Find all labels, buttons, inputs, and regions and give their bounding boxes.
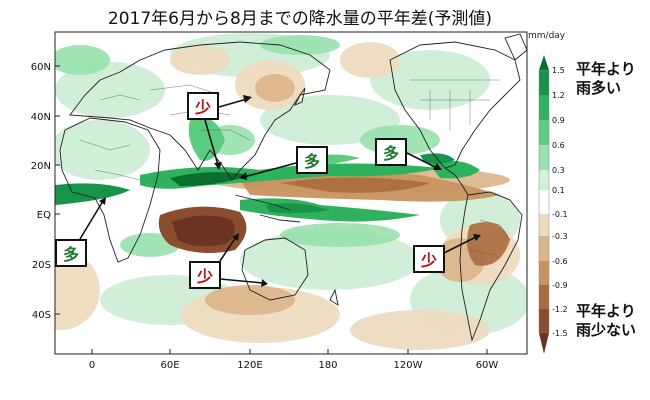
lat-label-40s: 40S xyxy=(32,310,51,321)
wet-legend: 平年より 雨多い xyxy=(576,60,636,98)
colorbar-segment xyxy=(539,145,549,170)
annotation-box-2: 多 xyxy=(296,146,328,174)
arrow-2 xyxy=(243,162,297,178)
annotation-label: 少 xyxy=(420,251,437,270)
arrow-5a xyxy=(219,236,237,262)
coastlines xyxy=(59,33,527,342)
arrow-3 xyxy=(406,152,438,169)
lon-label-180: 180 xyxy=(318,360,337,371)
annotation-label: 少 xyxy=(194,98,211,117)
colorbar-label: -0.9 xyxy=(552,281,568,290)
colorbar-top-triangle xyxy=(539,55,549,70)
colorbar-segment xyxy=(539,120,549,145)
annotation-label: 少 xyxy=(196,267,213,286)
colorbar-label: 0.9 xyxy=(552,116,565,125)
anomaly-field xyxy=(55,33,527,350)
lat-label-20s: 20S xyxy=(32,260,51,271)
colorbar-label: 0.6 xyxy=(552,141,565,150)
annotation-arrows xyxy=(79,98,477,284)
arrow-4 xyxy=(79,200,104,240)
colorbar xyxy=(538,55,550,354)
lon-axis: 0 60E 120E 180 120W 60W xyxy=(89,360,499,371)
colorbar-label: 0.3 xyxy=(552,166,565,175)
colorbar-segment xyxy=(539,95,549,120)
borders xyxy=(79,79,511,256)
dry-legend-line1: 平年より xyxy=(576,302,636,320)
dry-legend: 平年より 雨少ない xyxy=(576,302,636,340)
colorbar-segment-neutral xyxy=(539,190,549,214)
lat-label-60n: 60N xyxy=(31,62,51,73)
wet-legend-line2: 雨多い xyxy=(576,79,622,97)
annotation-box-4: 多 xyxy=(55,239,87,267)
colorbar-label: 1.5 xyxy=(552,66,565,75)
map-frame xyxy=(54,31,528,355)
annotation-label: 多 xyxy=(63,245,79,264)
lon-label-60e: 60E xyxy=(160,360,179,371)
arrow-6 xyxy=(443,236,477,254)
lon-label-120w: 120W xyxy=(394,360,423,371)
colorbar-bottom-triangle xyxy=(539,333,549,354)
lon-label-60w: 60W xyxy=(476,360,499,371)
annotation-box-6: 少 xyxy=(413,245,445,273)
colorbar-labels: 1.5 1.2 0.9 0.6 0.3 0.1 -0.1 -0.3 -0.6 -… xyxy=(552,66,568,338)
colorbar-label: -1.5 xyxy=(552,329,568,338)
colorbar-label: -1.2 xyxy=(552,305,568,314)
colorbar-unit: mm/day xyxy=(528,31,566,41)
arrow-1a xyxy=(218,98,248,108)
annotation-box-1: 少 xyxy=(187,92,219,120)
map-title: 2017年6月から8月までの降水量の平年差(予測値) xyxy=(107,9,493,29)
colorbar-segment xyxy=(539,261,549,285)
colorbar-label: 1.2 xyxy=(552,91,565,100)
lon-label-0: 0 xyxy=(89,360,95,371)
colorbar-segment xyxy=(539,70,549,95)
colorbar-segment xyxy=(539,285,549,309)
dry-legend-line2: 雨少ない xyxy=(576,321,637,339)
annotation-box-5: 少 xyxy=(189,261,221,289)
arrow-1b xyxy=(204,119,219,166)
wet-legend-line1: 平年より xyxy=(576,60,636,78)
axis-ticks xyxy=(55,65,488,354)
lat-label-20n: 20N xyxy=(31,161,51,172)
colorbar-label: -0.6 xyxy=(552,257,568,266)
colorbar-label: -0.1 xyxy=(552,210,568,219)
colorbar-segment xyxy=(539,309,549,333)
colorbar-segment xyxy=(539,170,549,190)
arrow-5b xyxy=(219,278,264,284)
colorbar-label: 0.1 xyxy=(552,186,565,195)
arrow-heads xyxy=(99,95,481,287)
lon-label-120e: 120E xyxy=(237,360,262,371)
lat-axis: 60N 40N 20N EQ 20S 40S xyxy=(31,62,51,321)
annotation-box-3: 多 xyxy=(375,138,407,166)
colorbar-label: -0.3 xyxy=(552,232,568,241)
colorbar-segment xyxy=(539,214,549,236)
annotation-label: 多 xyxy=(304,152,320,171)
lat-label-eq: EQ xyxy=(37,210,51,221)
colorbar-segment xyxy=(539,236,549,261)
annotation-label: 多 xyxy=(383,144,399,163)
lat-label-40n: 40N xyxy=(31,112,51,123)
